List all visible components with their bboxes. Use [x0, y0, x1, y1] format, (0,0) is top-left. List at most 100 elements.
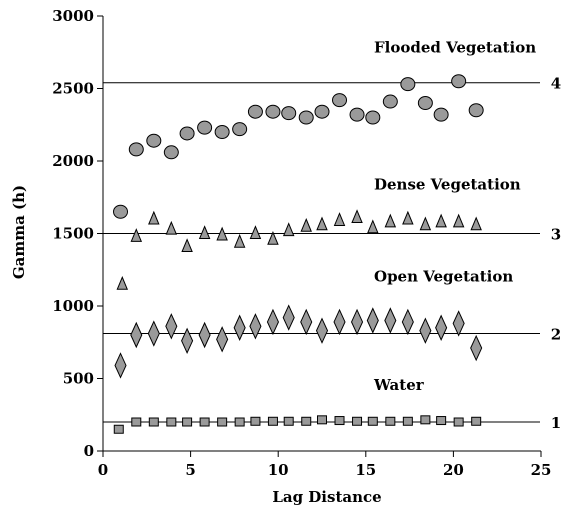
- data-point-square: [436, 416, 447, 426]
- sill-label: 1: [551, 414, 561, 432]
- data-point-square: [385, 416, 396, 426]
- data-point-diamond: [147, 320, 160, 347]
- data-point-diamond: [452, 310, 465, 337]
- data-point-circle: [179, 126, 195, 141]
- sill-label: 4: [551, 75, 561, 93]
- data-point-square: [131, 417, 142, 427]
- y-tick-label: 1000: [52, 297, 94, 315]
- data-point-square: [267, 416, 278, 426]
- data-point-diamond: [216, 326, 229, 353]
- data-point-triangle: [233, 233, 246, 248]
- sill-lines: 1 2 3 4: [103, 75, 561, 432]
- data-point-triangle: [130, 228, 143, 242]
- data-point-circle: [197, 120, 213, 135]
- data-point-square: [301, 416, 312, 426]
- data-point-diamond: [470, 334, 483, 362]
- data-point-square: [199, 417, 210, 427]
- data-point-diamond: [366, 307, 379, 334]
- data-point-diamond: [165, 313, 178, 340]
- data-point-square: [367, 416, 378, 426]
- data-point-circle: [128, 142, 144, 157]
- data-point-square: [402, 416, 413, 426]
- data-point-triangle: [300, 217, 312, 232]
- data-point-diamond: [350, 308, 364, 336]
- data-point-diamond: [130, 321, 143, 349]
- data-point-square: [283, 416, 294, 426]
- data-point-diamond: [419, 317, 432, 344]
- data-point-circle: [365, 110, 381, 125]
- data-point-diamond: [249, 313, 262, 340]
- data-point-square: [453, 417, 464, 427]
- data-point-circle: [113, 204, 129, 219]
- data-point-triangle: [249, 225, 262, 239]
- x-tick-label: 5: [185, 461, 195, 479]
- data-point-diamond: [181, 327, 194, 355]
- data-point-square: [250, 416, 261, 426]
- data-point-triangle: [351, 209, 363, 224]
- data-point-circle: [281, 106, 297, 121]
- x-tick-label: 15: [355, 461, 376, 479]
- data-point-square: [148, 417, 159, 427]
- data-point-circle: [298, 110, 314, 125]
- data-point-square: [217, 417, 228, 427]
- y-tick-label: 1500: [52, 225, 94, 243]
- x-tick-label: 25: [531, 461, 552, 479]
- data-point-circle: [146, 133, 162, 148]
- data-point-circle: [332, 93, 348, 108]
- data-point-triangle: [419, 216, 432, 231]
- data-point-square: [420, 415, 431, 425]
- data-point-circle: [232, 122, 248, 137]
- data-point-circle: [163, 145, 179, 160]
- data-point-circle: [314, 104, 330, 119]
- sill-label: 3: [551, 226, 561, 244]
- data-point-circle: [349, 107, 365, 122]
- data-point-square: [352, 416, 363, 426]
- data-point-triangle: [116, 275, 129, 290]
- data-point-diamond: [435, 314, 448, 341]
- axes: 0 500 1000 1500 2000 2500 3000 0 5 10 15 20 25: [52, 7, 551, 479]
- data-point-triangle: [367, 219, 379, 234]
- series-label: Dense Vegetation: [374, 176, 521, 194]
- data-point-triangle: [452, 213, 465, 228]
- data-point-square: [334, 416, 345, 426]
- data-point-square: [471, 416, 482, 426]
- y-tick-label: 3000: [52, 7, 94, 25]
- data-point-triangle: [402, 210, 414, 225]
- data-point-diamond: [233, 314, 246, 341]
- sill-label: 2: [551, 326, 561, 344]
- data-point-triangle: [198, 225, 211, 239]
- data-point-square: [317, 415, 327, 425]
- data-point-circle: [433, 107, 449, 122]
- data-point-diamond: [282, 304, 295, 331]
- data-point-diamond: [315, 317, 329, 344]
- series-label: Open Vegetation: [374, 268, 513, 286]
- data-point-triangle: [282, 222, 295, 237]
- y-tick-label: 0: [84, 442, 94, 460]
- data-point-diamond: [384, 307, 397, 334]
- data-point-circle: [265, 104, 281, 119]
- data-point-triangle: [435, 213, 447, 228]
- data-point-square: [182, 417, 193, 427]
- series-label: Flooded Vegetation: [374, 39, 536, 57]
- data-point-diamond: [401, 308, 414, 336]
- y-tick-label: 2500: [52, 80, 94, 98]
- data-point-diamond: [114, 352, 127, 379]
- data-point-triangle: [267, 231, 279, 245]
- annotation-layer: Water Open Vegetation Dense Vegetation Floo…: [373, 39, 536, 394]
- data-point-square: [234, 417, 245, 427]
- data-point-circle: [400, 77, 416, 92]
- x-axis-title: Lag Distance: [272, 488, 381, 506]
- x-tick-label: 10: [268, 461, 289, 479]
- data-point-triangle: [181, 238, 193, 253]
- data-point-triangle: [216, 226, 228, 241]
- data-point-circle: [451, 74, 467, 89]
- data-point-circle: [382, 94, 398, 109]
- data-point-triangle: [470, 216, 482, 231]
- data-point-diamond: [333, 308, 346, 336]
- data-point-diamond: [198, 321, 211, 349]
- data-point-triangle: [148, 210, 160, 225]
- data-point-circle: [214, 125, 230, 139]
- series-label: Water: [373, 376, 425, 394]
- x-tick-label: 20: [443, 461, 464, 479]
